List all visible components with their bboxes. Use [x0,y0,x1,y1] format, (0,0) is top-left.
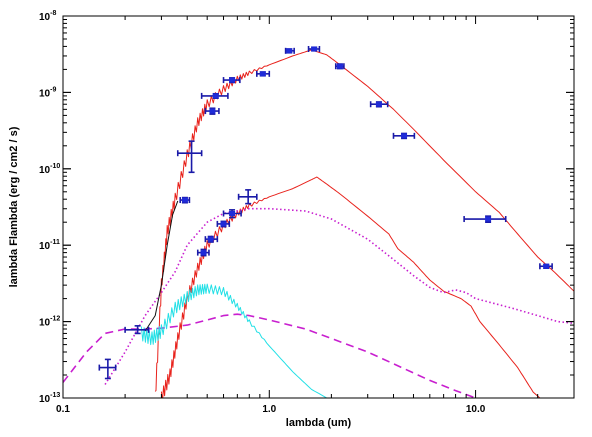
model-curve-1 [160,176,541,398]
model-curve-0 [154,49,574,392]
y-axis-title: lambda Flambda (erg / cm2 / s) [8,126,20,287]
data-point [463,215,507,224]
data-point [179,196,191,204]
data-point [392,132,416,140]
x-tick-label: 1.0 [262,404,276,415]
data-point [237,189,258,205]
plot-frame [62,15,575,399]
axis-ticks [62,15,575,399]
data-point [334,63,345,70]
data-point [98,358,117,380]
model-curve-4 [140,283,328,398]
y-tick-label: 10-9 [39,86,56,99]
x-tick-label: 0.1 [56,404,70,415]
data-point [256,70,271,77]
data-point [369,101,389,108]
data-point [222,209,242,219]
model-curve-5 [144,200,179,332]
data-point [204,107,220,115]
model-curve-2 [104,207,574,385]
y-tick-label: 10-10 [39,163,60,176]
data-point [539,263,553,270]
y-tick-label: 10-13 [39,392,60,405]
data-point [284,47,295,54]
data-point [307,45,321,52]
y-tick-label: 10-8 [39,10,56,23]
data-point [204,235,219,243]
data-point [124,325,150,335]
data-point [222,77,241,84]
data-point [176,140,203,174]
data-point [200,92,229,99]
x-tick-label: 10.0 [466,404,486,415]
y-tick-label: 10-12 [39,316,60,329]
model-curve-3 [63,313,476,398]
y-tick-label: 10-11 [39,239,60,252]
data-point [216,220,231,228]
photometry-points [98,45,553,380]
model-curves [63,49,574,398]
data-point [196,248,210,257]
x-axis-title: lambda (um) [286,417,352,429]
